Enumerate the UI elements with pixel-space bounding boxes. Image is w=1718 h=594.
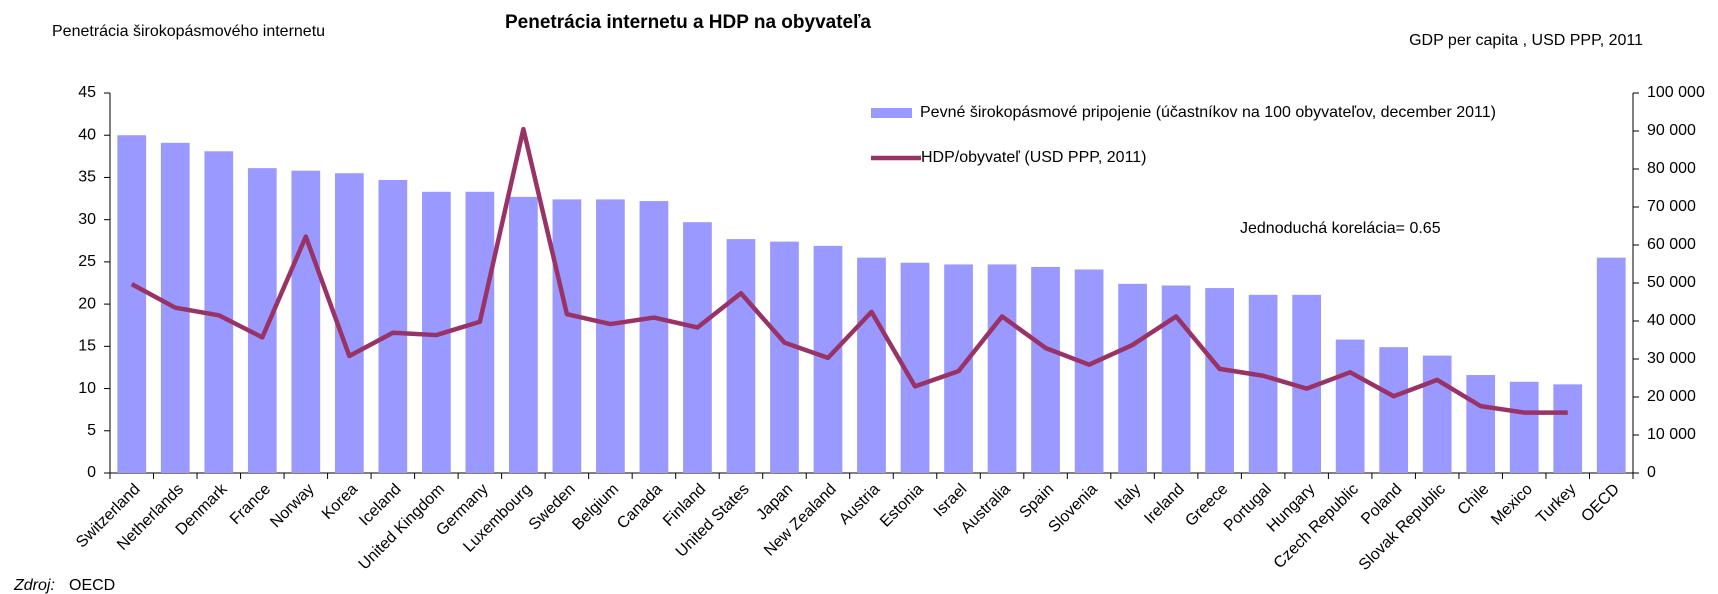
bar: [1596, 257, 1626, 473]
x-tick-label: Turkey: [1533, 481, 1579, 527]
x-tick-label: Slovenia: [1045, 481, 1101, 537]
y-axis-label: Penetrácia širokopásmového internetu: [52, 23, 325, 40]
bar: [1205, 288, 1234, 473]
x-tick-label: Canada: [614, 481, 666, 533]
y2-tick-label: 70 000: [1647, 198, 1696, 215]
bar: [1422, 355, 1452, 473]
x-tick-label: Chile: [1455, 481, 1493, 519]
y-tick-label: 30: [78, 211, 96, 228]
bar: [1074, 269, 1104, 473]
y2-tick-label: 40 000: [1647, 312, 1696, 329]
source-label: Zdroj:: [13, 577, 55, 594]
bar: [1379, 347, 1409, 473]
source: OECD: [69, 577, 115, 594]
x-tick-label: Italy: [1112, 481, 1145, 514]
bar: [117, 135, 147, 473]
y2-tick-label: 30 000: [1647, 350, 1696, 367]
legend-swatch: [871, 108, 912, 118]
annotation: Jednoduchá korelácia= 0.65: [1240, 220, 1441, 237]
y2-tick-label: 50 000: [1647, 274, 1696, 291]
x-tick-label: Estonia: [877, 481, 927, 531]
bar: [770, 241, 799, 473]
y2-tick-label: 0: [1647, 464, 1656, 481]
bar: [1466, 375, 1496, 473]
y2-tick-label: 90 000: [1647, 122, 1696, 139]
y-tick-label: 25: [78, 253, 96, 270]
bar: [509, 196, 538, 473]
y-tick-label: 20: [78, 295, 96, 312]
x-tick-label: France: [227, 481, 274, 528]
y-tick-label: 35: [78, 169, 96, 186]
bar: [639, 201, 669, 474]
x-tick-label: Norway: [267, 481, 317, 531]
legend-label: Pevné širokopásmové pripojenie (účastník…: [920, 104, 1496, 121]
y-tick-label: 5: [87, 422, 96, 439]
y2-axis-label: GDP per capita , USD PPP, 2011: [1409, 32, 1643, 49]
chart-title: Penetrácia internetu a HDP na obyvateľa: [505, 12, 871, 33]
bar: [1031, 266, 1060, 473]
y2-tick-label: 80 000: [1647, 160, 1696, 177]
bar: [552, 199, 582, 473]
bar: [1509, 381, 1539, 473]
y2-tick-label: 10 000: [1647, 426, 1696, 443]
x-tick-label: OECD: [1578, 481, 1623, 526]
bar: [987, 264, 1017, 473]
bar: [465, 191, 495, 474]
bar: [334, 173, 364, 473]
x-tick-label: Korea: [319, 481, 361, 523]
bar: [1118, 283, 1147, 473]
bar: [1553, 384, 1583, 473]
x-tick-label: Spain: [1016, 481, 1057, 522]
y2-tick-label: 20 000: [1647, 388, 1696, 405]
y-tick-label: 45: [78, 84, 96, 101]
y-tick-label: 15: [78, 338, 96, 355]
y-tick-label: 10: [78, 380, 96, 397]
x-tick-label: Ireland: [1141, 481, 1188, 528]
bar: [378, 179, 408, 473]
x-tick-label: Israel: [931, 481, 971, 521]
y-tick-label: 40: [78, 126, 96, 143]
legend-label: HDP/obyvateľ (USD PPP, 2011): [921, 149, 1147, 166]
bar: [291, 170, 321, 473]
line: [130, 126, 1568, 415]
x-tick-label: Sweden: [526, 481, 579, 534]
x-tick-label: Belgium: [569, 481, 622, 534]
x-tick-label: Japan: [753, 481, 796, 524]
bar: [683, 222, 712, 473]
x-tick-label: Austria: [836, 481, 883, 528]
y2-tick-label: 60 000: [1647, 236, 1696, 253]
bar: [857, 257, 886, 473]
bar: [596, 199, 625, 473]
bar: [247, 168, 277, 473]
bar: [726, 239, 756, 473]
bar: [1248, 294, 1278, 473]
y-tick-label: 0: [87, 464, 96, 481]
bar: [1335, 339, 1365, 473]
bar: [1161, 285, 1191, 473]
x-tick-label: Mexico: [1488, 481, 1536, 529]
y2-tick-label: 100 000: [1647, 84, 1705, 101]
